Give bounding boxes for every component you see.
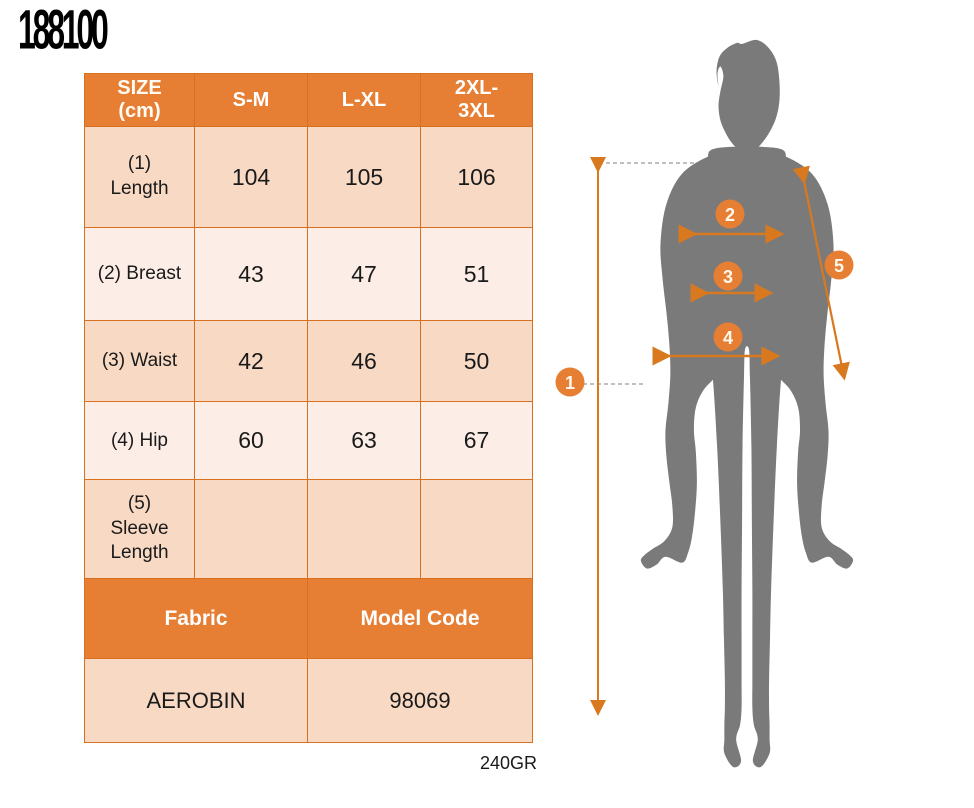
svg-text:4: 4 — [723, 328, 733, 348]
svg-text:5: 5 — [834, 256, 844, 276]
svg-text:1: 1 — [565, 373, 575, 393]
svg-text:3: 3 — [723, 267, 733, 287]
svg-text:2: 2 — [725, 205, 735, 225]
